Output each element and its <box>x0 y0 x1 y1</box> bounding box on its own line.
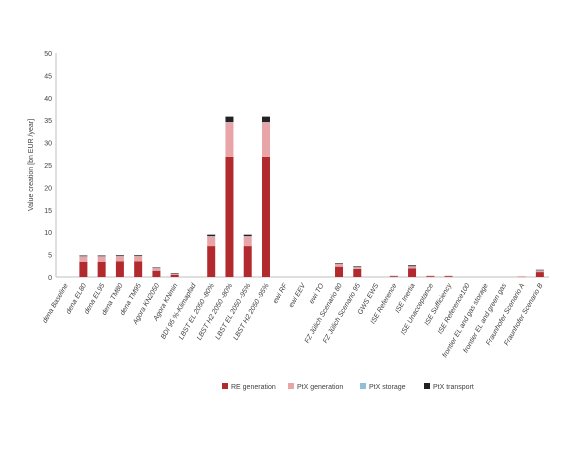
bar-segment <box>426 275 435 277</box>
x-tick-label: ewi TO <box>308 282 325 305</box>
bar-segment <box>79 255 88 257</box>
legend-label: PtX transport <box>433 384 474 391</box>
bar-segment <box>389 275 398 277</box>
bar-segment <box>535 269 544 271</box>
bar-segment <box>261 121 270 123</box>
bar-segment <box>408 265 417 267</box>
legend-label: PtX generation <box>297 384 343 391</box>
bar-segment <box>426 276 435 277</box>
bar-segment <box>261 116 270 122</box>
y-tick-label: 0 <box>48 275 52 282</box>
bar-segment <box>517 276 526 277</box>
bar-segment <box>79 261 88 277</box>
bar-segment <box>134 255 143 256</box>
bar-segment <box>207 234 216 237</box>
bar-segment <box>444 275 453 277</box>
bar-segment <box>152 267 161 269</box>
bar-segment <box>261 156 270 277</box>
bar-segment <box>243 236 252 247</box>
legend-swatch <box>424 383 430 389</box>
bar-segment <box>170 273 179 274</box>
bar-segment <box>408 266 417 269</box>
legend-label: RE generation <box>231 384 276 391</box>
bar-segment <box>353 267 362 268</box>
bar-segment <box>225 122 234 157</box>
bar-segment <box>408 268 417 277</box>
bar-segment <box>134 261 143 277</box>
bars <box>79 116 544 278</box>
bar-segment <box>335 263 344 264</box>
axes: 0 5 10 15 20 25 30 35 40 45 50 Value creation [bn E… <box>28 51 549 282</box>
y-axis-title: Value creation [bn EUR /year] <box>28 119 35 211</box>
bar-segment <box>97 261 106 277</box>
bar-segment <box>152 270 161 277</box>
bar-segment <box>535 270 544 271</box>
bar-segment <box>535 270 544 273</box>
x-tick-label: ewi RF <box>272 282 289 305</box>
y-tick-label: 50 <box>44 51 52 58</box>
bar-segment <box>97 256 106 257</box>
bar-segment <box>152 267 161 269</box>
bar-segment <box>152 268 161 271</box>
x-tick-label: FZ Jülich Scenario 95 <box>322 282 362 344</box>
bar-segment <box>353 266 362 268</box>
legend-swatch <box>222 383 228 389</box>
bar-segment <box>115 255 124 262</box>
x-tick-label: LBST H2 2050 -95% <box>233 283 271 342</box>
bar-segment <box>115 255 124 256</box>
bar-segment <box>115 261 124 277</box>
legend-swatch <box>360 383 366 389</box>
y-tick-label: 30 <box>44 141 52 148</box>
x-tick-label: ewi EEV <box>288 281 308 309</box>
bar-segment <box>335 263 344 264</box>
bar-segment <box>97 256 106 262</box>
y-tick-label: 25 <box>44 163 52 170</box>
bar-segment <box>444 276 453 277</box>
bar-segment <box>170 274 179 277</box>
x-tick-label: dena Baseline <box>42 282 70 324</box>
bar-segment <box>535 272 544 277</box>
bar-segment <box>207 236 216 237</box>
bar-segment <box>134 255 143 262</box>
bar-segment <box>389 276 398 277</box>
bar-segment <box>207 246 216 277</box>
bar-segment <box>134 255 143 257</box>
y-tick-label: 35 <box>44 118 52 125</box>
bar-segment <box>207 236 216 247</box>
bar-segment <box>335 263 344 267</box>
legend-label: PtX storage <box>369 384 406 391</box>
bar-segment <box>353 268 362 277</box>
legend: RE generation PtX generation PtX storage Pt… <box>222 383 474 391</box>
y-tick-label: 10 <box>44 230 52 237</box>
bar-segment <box>261 122 270 157</box>
y-tick-label: 15 <box>44 208 52 215</box>
y-tick-label: 40 <box>44 96 52 103</box>
bar-segment <box>225 121 234 123</box>
bar-segment <box>79 256 88 257</box>
bar-segment <box>243 236 252 237</box>
y-tick-label: 45 <box>44 73 52 80</box>
bar-segment <box>225 116 234 122</box>
bar-segment <box>97 255 106 257</box>
bar-segment <box>170 273 179 275</box>
y-tick-label: 5 <box>48 253 52 260</box>
legend-swatch <box>288 383 294 389</box>
bar-segment <box>79 256 88 262</box>
bar-segment <box>243 234 252 237</box>
bar-segment <box>225 156 234 277</box>
bar-segment <box>335 266 344 277</box>
bar-segment <box>408 266 417 267</box>
bar-segment <box>115 255 124 257</box>
bar-segment <box>353 267 362 269</box>
y-tick-label: 20 <box>44 185 52 192</box>
bar-segment <box>243 246 252 277</box>
